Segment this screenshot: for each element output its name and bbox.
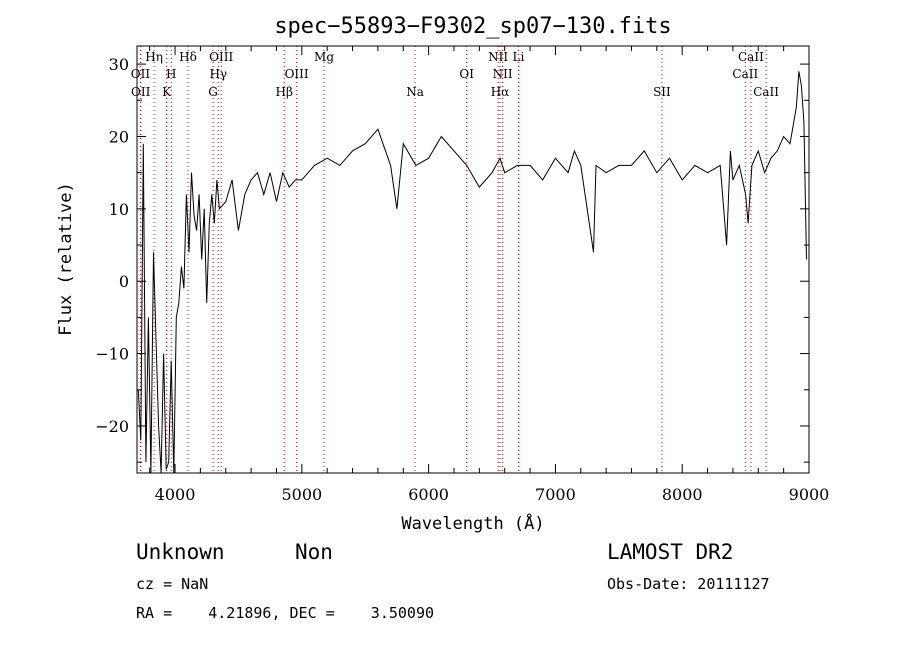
line-marker-label-13: OI — [459, 67, 474, 81]
y-axis-ticks: −20 −10 0 10 20 30 — [95, 55, 809, 463]
y-axis-label: Flux (relative) — [56, 182, 76, 336]
line-marker-label-12: Na — [406, 85, 424, 99]
line-marker-label-4: H — [166, 67, 176, 81]
line-marker-label-17: Li — [512, 50, 524, 64]
observation-date: Obs-Date: 20111127 — [607, 575, 770, 593]
line-marker-label-21: CaII — [753, 85, 779, 99]
x-tick-label: 8000 — [662, 485, 703, 504]
line-marker-label-3: K — [162, 85, 172, 99]
line-marker-label-1: OII — [131, 85, 151, 99]
spectral-line-markers — [139, 46, 767, 473]
line-marker-label-10: OIII — [285, 67, 309, 81]
y-tick-label: −20 — [95, 417, 129, 436]
y-tick-label: −10 — [95, 345, 129, 364]
y-tick-label: 10 — [109, 200, 129, 219]
line-marker-label-11: Mg — [314, 50, 334, 64]
line-marker-label-0: OII — [131, 67, 151, 81]
x-axis-ticks: 4000 5000 6000 7000 8000 9000 — [149, 46, 830, 504]
line-marker-label-6: G — [208, 85, 218, 99]
y-tick-label: 20 — [109, 127, 129, 146]
line-marker-label-2: Hη — [145, 50, 163, 64]
subclass-label: Non — [295, 540, 333, 564]
flux-series-line — [137, 71, 807, 474]
x-tick-label: 5000 — [281, 485, 322, 504]
line-marker-label-16: NII — [493, 67, 513, 81]
line-marker-label-8: OIII — [209, 50, 233, 64]
line-marker-label-20: CaII — [738, 50, 764, 64]
line-marker-label-15: Hα — [491, 85, 510, 99]
x-axis-label: Wavelength (Å) — [401, 512, 544, 534]
survey-label: LAMOST DR2 — [607, 540, 734, 564]
line-marker-label-7: Hγ — [209, 67, 227, 81]
y-tick-label: 30 — [109, 55, 129, 74]
chart-title: spec−55893−F9302_sp07−130.fits — [274, 14, 671, 39]
line-marker-label-19: CaII — [732, 67, 758, 81]
line-marker-label-14: NII — [488, 50, 508, 64]
plot-frame — [136, 45, 810, 474]
redshift-readout: cz = NaN — [136, 575, 209, 593]
class-label: Unknown — [136, 540, 225, 564]
line-marker-label-18: SII — [653, 85, 671, 99]
line-marker-label-9: Hβ — [276, 85, 293, 99]
line-marker-label-5: Hδ — [179, 50, 197, 64]
x-tick-label: 7000 — [535, 485, 576, 504]
coordinates-readout: RA = 4.21896, DEC = 3.50090 — [136, 604, 435, 622]
y-tick-label: 0 — [119, 272, 129, 291]
x-tick-label: 4000 — [155, 485, 196, 504]
x-tick-label: 6000 — [408, 485, 449, 504]
x-tick-label: 9000 — [789, 485, 830, 504]
